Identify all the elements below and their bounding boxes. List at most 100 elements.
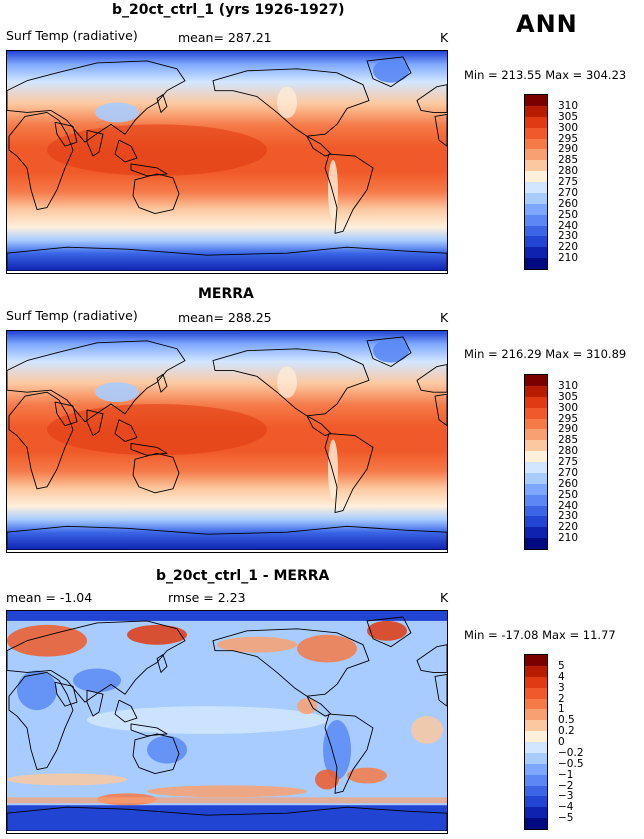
colorbar-tick-label: 4: [558, 670, 565, 683]
colorbar-segment: [525, 95, 547, 106]
colorbar-tick-label: 285: [558, 154, 579, 167]
coastline: [7, 340, 186, 423]
colorbar-segment: [525, 665, 547, 677]
coastline: [156, 373, 168, 393]
coastline: [212, 348, 370, 417]
coastline: [306, 135, 332, 157]
coastline: [416, 644, 447, 673]
colorbar-segment: [525, 192, 547, 204]
colorbar-segment: [525, 796, 547, 808]
coastline: [132, 733, 180, 774]
unit-label: K: [440, 310, 449, 325]
panel-title: b_20ct_ctrl_1 (yrs 1926-1927): [112, 2, 345, 18]
coastline: [324, 713, 374, 794]
coastline: [212, 628, 370, 697]
colorbar-tick-label: 275: [558, 176, 579, 188]
colorbar-segment: [525, 236, 547, 248]
coastline: [132, 452, 180, 494]
mean-label: mean= 287.21: [178, 30, 272, 45]
unit-label: K: [440, 30, 449, 45]
colorbar-segment: [525, 527, 547, 539]
colorbar-tick-label: 290: [558, 423, 579, 436]
colorbar-tick-label: 250: [558, 488, 579, 501]
colorbar-tick-label: 310: [558, 99, 579, 112]
colorbar-tick-label: 305: [558, 390, 579, 403]
coastline: [54, 401, 78, 427]
colorbar-segment: [525, 698, 547, 710]
coastline: [366, 616, 412, 648]
coastline: [8, 391, 74, 490]
coastline: [114, 419, 168, 456]
map-field: [7, 51, 447, 271]
colorbar-segment: [525, 429, 547, 441]
variable-label: Surf Temp (radiative): [6, 308, 138, 323]
colorbar-segment: [525, 247, 547, 259]
coastline: [114, 139, 168, 177]
colorbar-tick-label: 0: [558, 736, 565, 748]
colorbar-tick-label: 0.5: [558, 714, 575, 727]
colorbar-segment: [525, 742, 547, 753]
variable-label: Surf Temp (radiative): [6, 28, 138, 43]
colorbar-tick-label: −2: [558, 779, 574, 792]
colorbar-tick-label: 2: [558, 692, 565, 705]
colorbar-segment: [525, 127, 547, 139]
colorbar-segment: [525, 538, 547, 549]
colorbar-segment: [525, 116, 547, 128]
colorbar-tick-label: 3: [558, 681, 565, 694]
colorbar-tick-label: −0.2: [558, 746, 584, 759]
colorbar-tick-label: 305: [558, 110, 579, 123]
colorbar-tick-label: 230: [558, 510, 579, 523]
coastline: [7, 525, 447, 550]
colorbar-segment: [525, 818, 547, 829]
colorbar-tick-label: 240: [558, 219, 579, 232]
colorbar-segment: [525, 494, 547, 506]
colorbar-tick-label: −1: [558, 768, 574, 781]
coastline: [8, 111, 74, 211]
map-plot: [6, 330, 448, 553]
colorbar-segment: [525, 472, 547, 484]
colorbar-segment: [525, 774, 547, 786]
colorbar-tick-label: −3: [558, 790, 574, 803]
colorbar: [524, 654, 548, 830]
colorbar-segment: [525, 462, 547, 473]
panel-title: b_20ct_ctrl_1 - MERRA: [156, 568, 330, 584]
colorbar-tick-label: 270: [558, 186, 579, 199]
coastline: [306, 415, 332, 437]
colorbar-tick-label: −0.5: [558, 757, 584, 770]
colorbar-tick-label: 1: [558, 703, 565, 716]
colorbar-tick-label: 300: [558, 121, 579, 134]
colorbar-segment: [525, 418, 547, 430]
colorbar-tick-label: 210: [558, 532, 579, 545]
colorbar: [524, 94, 548, 270]
colorbar-tick-label: 250: [558, 208, 579, 221]
map-plot: [6, 50, 448, 274]
coastline: [366, 56, 412, 88]
colorbar-tick-label: 240: [558, 499, 579, 512]
colorbar-tick-label: 270: [558, 466, 579, 479]
colorbar-segment: [525, 763, 547, 775]
colorbar-segment: [525, 407, 547, 419]
colorbar-tick-label: −4: [558, 801, 574, 814]
colorbar-segment: [525, 214, 547, 226]
colorbar-segment: [525, 451, 547, 462]
colorbar-segment: [525, 731, 547, 742]
coastline: [7, 60, 186, 143]
colorbar-segment: [525, 483, 547, 495]
rmse-label: rmse = 2.23: [168, 590, 246, 605]
coastline: [434, 673, 447, 707]
min-max-label: Min = 213.55 Max = 304.23: [464, 68, 627, 82]
colorbar-segment: [525, 149, 547, 161]
panel-title: MERRA: [198, 286, 254, 302]
colorbar-segment: [525, 516, 547, 528]
coastline: [86, 689, 104, 717]
coastline: [8, 671, 74, 771]
coastline: [114, 699, 168, 737]
map-field: [7, 611, 447, 831]
colorbar-segment: [525, 676, 547, 688]
colorbar-segment: [525, 687, 547, 699]
coastline: [7, 620, 186, 703]
coastline: [86, 409, 104, 437]
colorbar-segment: [525, 785, 547, 797]
coastline: [7, 246, 447, 271]
coastline: [434, 113, 447, 147]
